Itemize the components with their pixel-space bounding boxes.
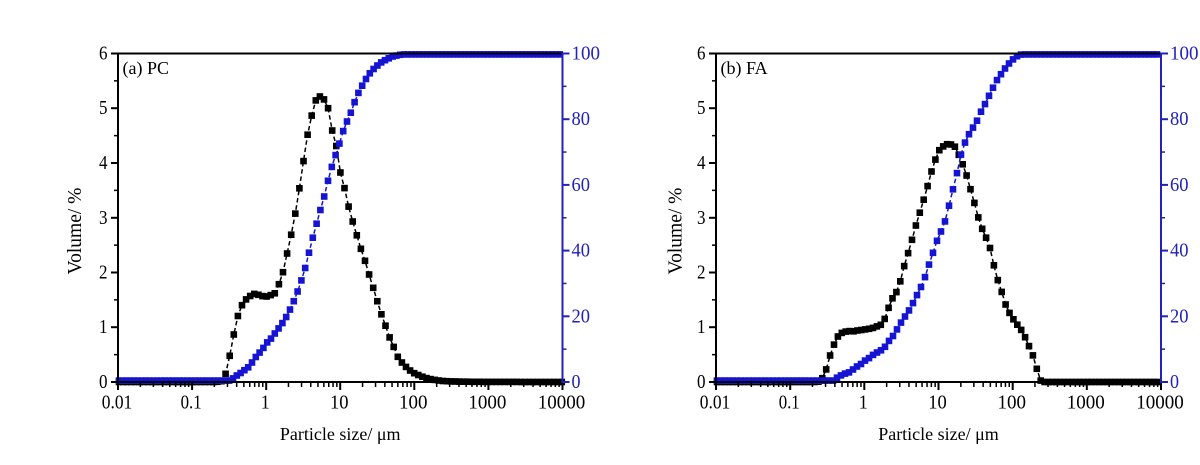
svg-text:1: 1 <box>99 317 108 338</box>
svg-text:20: 20 <box>1170 306 1189 327</box>
svg-text:2: 2 <box>99 263 108 284</box>
svg-text:2: 2 <box>697 263 706 284</box>
svg-text:4: 4 <box>99 153 108 174</box>
svg-text:60: 60 <box>572 175 591 196</box>
svg-text:1: 1 <box>859 393 868 414</box>
svg-text:6: 6 <box>697 44 706 65</box>
svg-text:1: 1 <box>697 317 706 338</box>
svg-text:80: 80 <box>1170 109 1189 130</box>
svg-text:10000: 10000 <box>538 393 586 414</box>
svg-text:(b) FA: (b) FA <box>721 58 768 79</box>
svg-text:Volume/ %: Volume/ % <box>65 188 86 275</box>
svg-text:Particle size/ μm: Particle size/ μm <box>878 424 999 444</box>
svg-text:3: 3 <box>697 208 706 229</box>
svg-text:(a) PC: (a) PC <box>123 58 170 79</box>
svg-text:100: 100 <box>572 44 601 65</box>
svg-text:0: 0 <box>572 372 581 393</box>
svg-text:100: 100 <box>1170 44 1199 65</box>
svg-text:Volume/ %: Volume/ % <box>666 188 687 275</box>
svg-text:0: 0 <box>1170 372 1179 393</box>
svg-text:Particle size/ μm: Particle size/ μm <box>280 424 401 444</box>
svg-text:5: 5 <box>697 98 706 119</box>
svg-text:0.01: 0.01 <box>700 393 731 414</box>
svg-text:0.1: 0.1 <box>181 393 202 414</box>
svg-text:100: 100 <box>997 393 1026 414</box>
svg-text:0: 0 <box>697 372 706 393</box>
svg-text:3: 3 <box>99 208 108 229</box>
svg-text:60: 60 <box>1170 175 1189 196</box>
svg-text:10: 10 <box>928 393 947 414</box>
svg-text:1: 1 <box>261 393 270 414</box>
svg-text:4: 4 <box>697 153 706 174</box>
svg-text:40: 40 <box>1170 241 1189 262</box>
svg-text:6: 6 <box>99 44 108 65</box>
svg-text:80: 80 <box>572 109 591 130</box>
svg-text:1000: 1000 <box>1067 393 1105 414</box>
svg-text:5: 5 <box>99 98 108 119</box>
svg-text:40: 40 <box>572 241 591 262</box>
svg-text:1000: 1000 <box>468 393 506 414</box>
svg-text:10: 10 <box>330 393 349 414</box>
svg-text:0.01: 0.01 <box>102 393 133 414</box>
svg-text:0.1: 0.1 <box>779 393 800 414</box>
svg-text:20: 20 <box>572 306 591 327</box>
svg-text:10000: 10000 <box>1136 393 1184 414</box>
svg-text:0: 0 <box>99 372 108 393</box>
svg-text:100: 100 <box>399 393 428 414</box>
